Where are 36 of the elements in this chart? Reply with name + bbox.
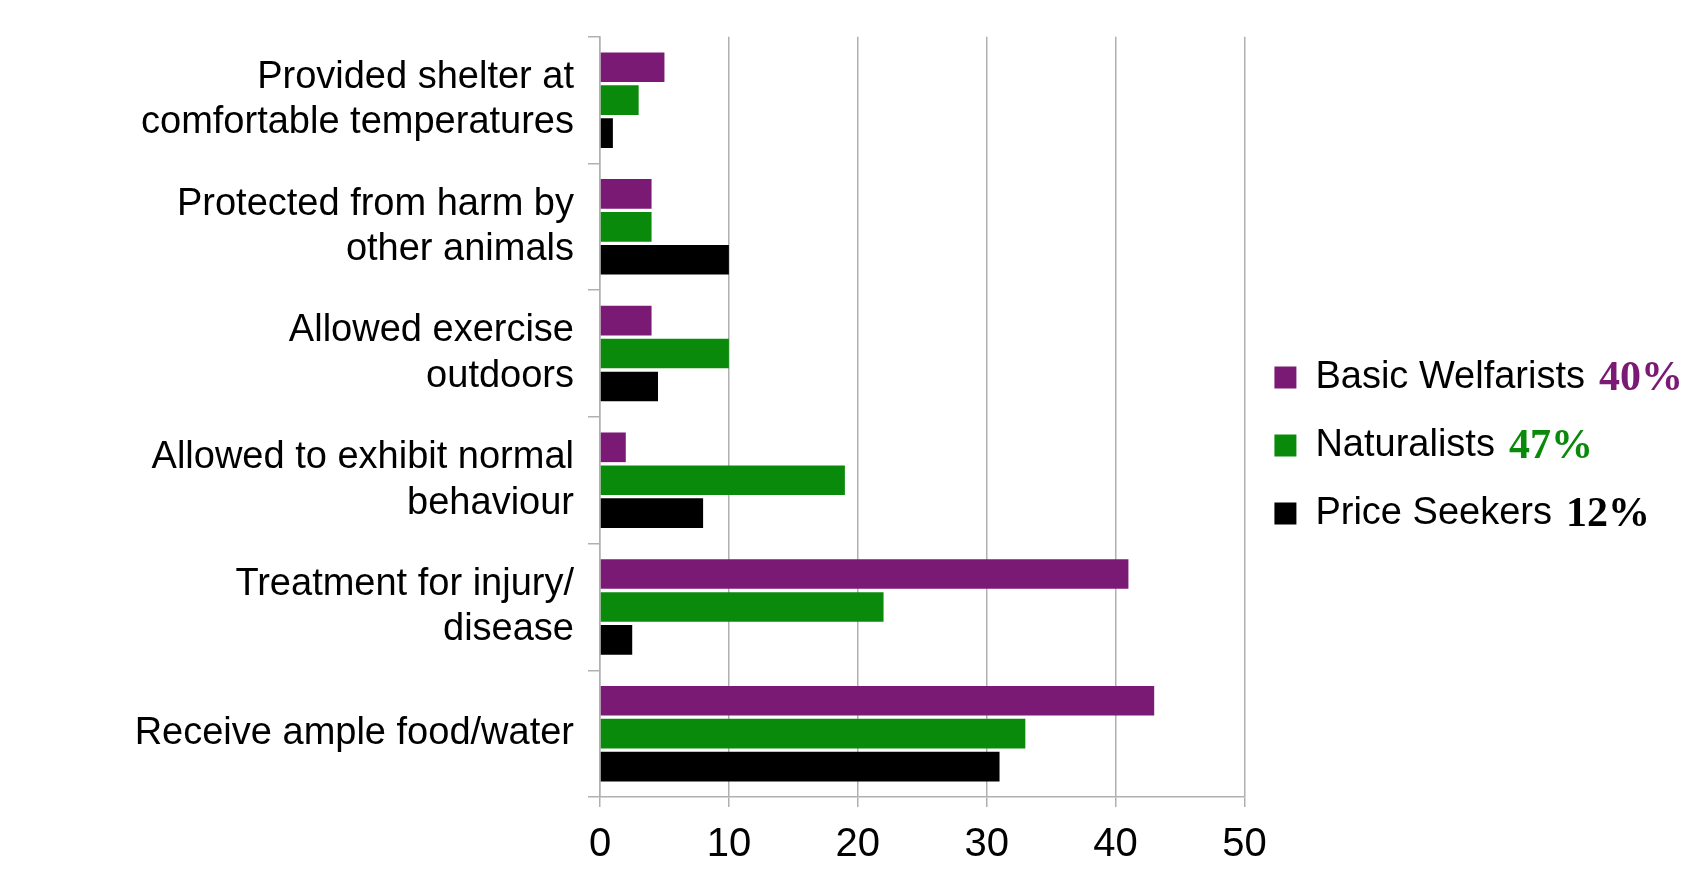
bar bbox=[600, 52, 665, 83]
y-tick-label: Protected from harm by other animals bbox=[176, 180, 574, 269]
y-tick-label: Allowed exercise outdoors bbox=[288, 307, 574, 395]
legend-label: Price Seekers bbox=[1315, 489, 1552, 532]
text: 40% bbox=[1599, 353, 1683, 400]
bar bbox=[600, 305, 652, 336]
x-tick-label: 40 bbox=[1093, 820, 1138, 865]
x-tick-label: 30 bbox=[964, 820, 1009, 865]
bar bbox=[600, 592, 884, 622]
y-tick-label: Allowed to exhibit normal behaviour bbox=[151, 433, 575, 522]
bar bbox=[600, 85, 639, 115]
bar bbox=[600, 559, 1129, 589]
bar bbox=[600, 718, 1026, 749]
x-tick-label: 50 bbox=[1222, 820, 1267, 865]
bar bbox=[600, 498, 704, 529]
x-tick-label: 10 bbox=[706, 820, 752, 865]
x-tick-label: 20 bbox=[835, 820, 881, 865]
bar bbox=[600, 212, 652, 242]
bar bbox=[600, 625, 633, 655]
bar bbox=[600, 465, 845, 496]
y-tick-label: Provided shelter at comfortable temperatures bbox=[141, 53, 575, 142]
bar bbox=[600, 118, 613, 148]
bar bbox=[600, 751, 1000, 782]
text: 47% bbox=[1508, 421, 1593, 468]
x-tick-label: 0 bbox=[588, 820, 612, 865]
y-tick-label: Receive ample food/water bbox=[134, 710, 575, 753]
legend-label: Basic Welfarists bbox=[1315, 353, 1586, 396]
bar bbox=[600, 338, 729, 369]
text: 12% bbox=[1565, 489, 1650, 536]
legend-label: Naturalists bbox=[1315, 421, 1495, 464]
bar bbox=[600, 244, 729, 275]
bar bbox=[600, 685, 1155, 716]
bar bbox=[600, 371, 658, 402]
y-tick-label: Treatment for injury/ disease bbox=[235, 560, 575, 649]
bar bbox=[600, 432, 626, 463]
bar bbox=[600, 179, 652, 209]
